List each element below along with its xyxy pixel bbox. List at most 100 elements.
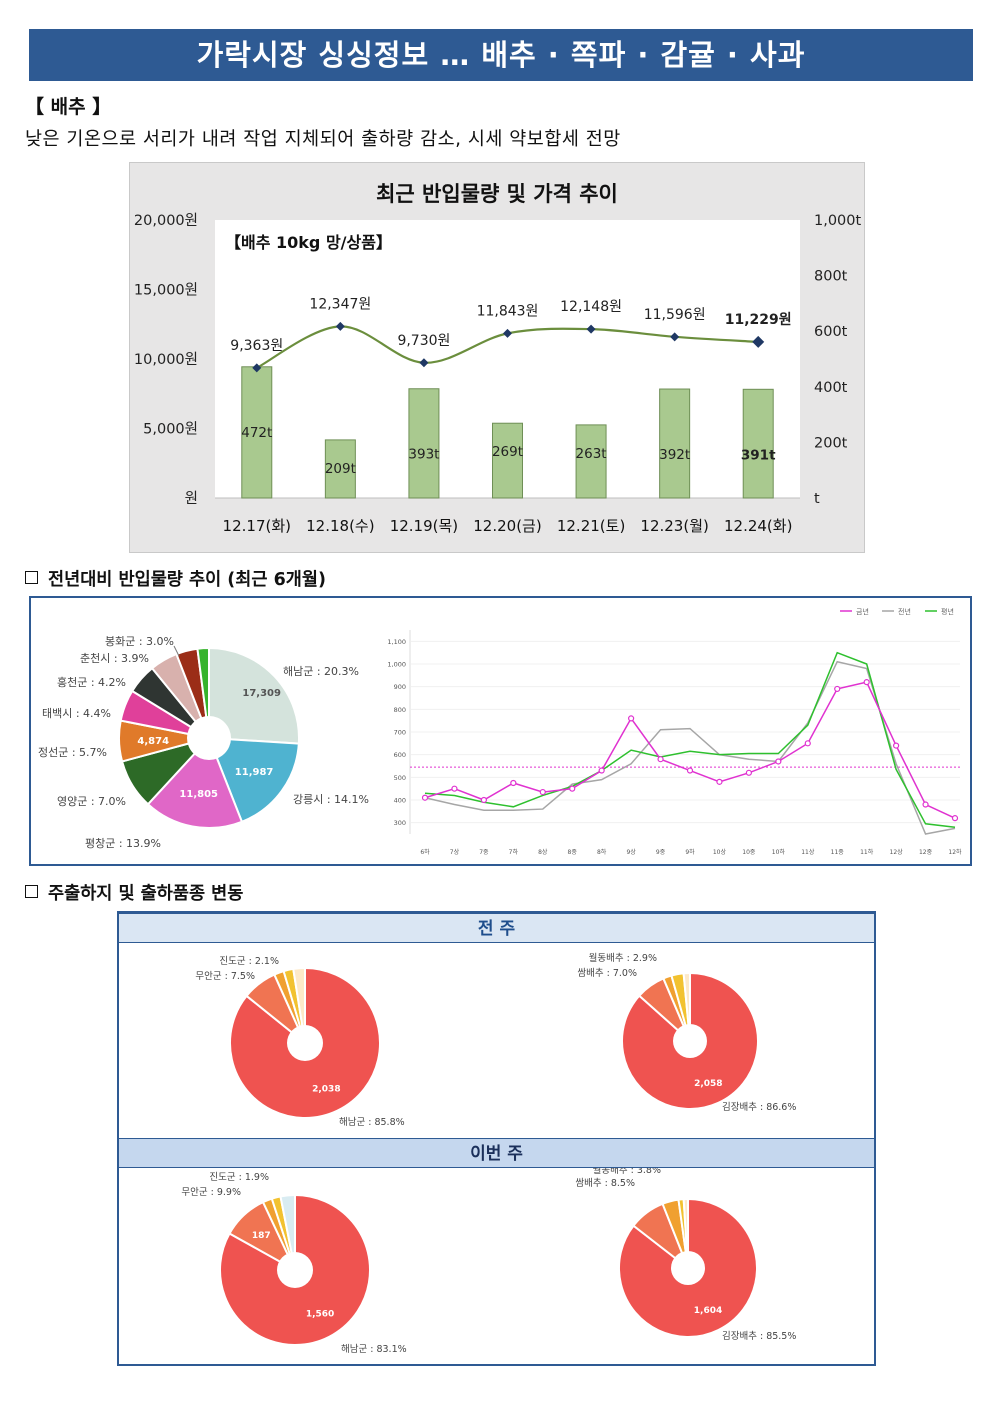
pie-label: 진도군 : 1.9% bbox=[209, 1172, 269, 1183]
volume-bar bbox=[241, 366, 273, 499]
left-tick-label: 10,000원 bbox=[134, 351, 198, 368]
origin-pie-chart: 17,309 11,987 11,805 4,874 해남군 : 20.3% 강릉시 : … bbox=[38, 635, 369, 850]
x-tick-label: 9하 bbox=[685, 848, 695, 856]
left-tick-label: 5,000원 bbox=[143, 421, 198, 438]
price-marker bbox=[503, 328, 512, 338]
pie-label: 무안군 : 7.5% bbox=[195, 971, 255, 982]
x-tick-label: 12.24(화) bbox=[724, 517, 792, 535]
x-tick-label: 9상 bbox=[626, 848, 636, 856]
slice-value-label: 17,309 bbox=[242, 688, 281, 699]
x-tick-label: 7하 bbox=[509, 848, 519, 856]
x-tick-label: 8상 bbox=[538, 848, 548, 856]
pie-label: 월동배추 : 2.9% bbox=[589, 952, 657, 964]
legend-label: 금년 bbox=[856, 607, 869, 616]
leader-line bbox=[173, 645, 180, 657]
pie-slice bbox=[207, 736, 300, 824]
slice-value-label: 4,874 bbox=[137, 736, 169, 747]
x-tick-label: 6하 bbox=[420, 848, 430, 856]
origin-subheading: 주출하지 및 출하품종 변동 bbox=[25, 880, 243, 905]
pie-label: 쌈배추 : 7.0% bbox=[577, 968, 637, 979]
pie-main-label: 김장배추 : 85.5% bbox=[722, 1330, 796, 1342]
series-line bbox=[424, 681, 956, 819]
slice-value-label: 11,987 bbox=[235, 767, 274, 778]
pie-slice bbox=[208, 646, 300, 745]
volume-bar bbox=[575, 424, 607, 499]
x-tick-label: 12.20(금) bbox=[473, 517, 541, 535]
slice-value-label: 11,805 bbox=[179, 789, 218, 800]
this-week-origin-pie: 1,560 187 해남군 : 83.1% 무안군 : 9.9% 진도군 : 1.9% bbox=[181, 1172, 406, 1355]
right-tick-label: 200t bbox=[814, 435, 848, 451]
origin-subheading-text: 주출하지 및 출하품종 변동 bbox=[48, 884, 244, 904]
checkbox-square-icon bbox=[25, 571, 38, 584]
x-tick-label: 10상 bbox=[713, 848, 727, 856]
volume-label: 263t bbox=[576, 446, 607, 462]
x-tick-label: 7상 bbox=[450, 848, 460, 856]
pie-main-label: 김장배추 : 86.6% bbox=[722, 1101, 796, 1113]
price-label: 12,148원 bbox=[560, 299, 622, 315]
pie-legend-label: 강릉시 : 14.1% bbox=[293, 793, 369, 806]
volume-label: 392t bbox=[659, 447, 690, 463]
pie-slice bbox=[682, 1197, 689, 1269]
origin-variety-panel: 전 주 2,038 해남군 : 85.8% 무안군 : 7.5% 진도군 : 2.1%… bbox=[117, 911, 876, 1366]
x-tick-label: 7중 bbox=[479, 849, 489, 856]
price-label: 11,596원 bbox=[644, 307, 706, 323]
series-point bbox=[745, 769, 752, 776]
x-tick-label: 12하 bbox=[948, 848, 962, 856]
slice-value-label: 1,560 bbox=[306, 1310, 334, 1320]
series-line bbox=[424, 660, 956, 835]
page-title-banner: 가락시장 싱싱정보 … 배추 · 쪽파 · 감귤 · 사과 bbox=[29, 29, 973, 81]
series-point bbox=[421, 794, 429, 801]
trend-subheading: 전년대비 반입물량 추이 (최근 6개월) bbox=[25, 566, 326, 591]
series-point bbox=[510, 779, 517, 787]
price-marker bbox=[252, 363, 262, 373]
pie-label: 쌈배추 : 8.5% bbox=[575, 1178, 635, 1189]
pie-legend-label: 평창군 : 13.9% bbox=[85, 837, 161, 850]
slice-value-label: 2,038 bbox=[312, 1085, 340, 1095]
x-tick-label: 10중 bbox=[742, 849, 756, 856]
legend-label: 전년 bbox=[898, 607, 911, 616]
x-tick-label: 12중 bbox=[919, 849, 933, 856]
pie-slice bbox=[146, 736, 244, 829]
legend-label: 평년 bbox=[941, 607, 954, 616]
pie-slice bbox=[292, 966, 306, 1044]
price-label: 11,843원 bbox=[477, 303, 539, 319]
series-point bbox=[539, 788, 546, 796]
volume-label: 209t bbox=[325, 461, 356, 477]
x-tick-label: 9중 bbox=[656, 849, 666, 856]
x-tick-label: 8중 bbox=[568, 849, 578, 856]
prev-week-origin-pie: 2,038 해남군 : 85.8% 무안군 : 7.5% 진도군 : 2.1% bbox=[195, 956, 405, 1128]
trend-subheading-text: 전년대비 반입물량 추이 (최근 6개월) bbox=[48, 570, 326, 590]
price-marker bbox=[670, 332, 680, 342]
volume-bar bbox=[324, 439, 356, 499]
y-tick-label: 600 bbox=[394, 751, 406, 759]
this-week-variety-pie: 1,604 김장배추 : 85.5% 쌈배추 : 8.5% 월동배추 : 3.8% bbox=[575, 1168, 796, 1342]
prev-week-band: 전 주 bbox=[119, 913, 874, 943]
donut-hole bbox=[673, 1024, 707, 1058]
series-point bbox=[686, 767, 694, 774]
pie-slice bbox=[279, 1193, 296, 1271]
combo-chart-svg: 최근 반입물량 및 가격 추이 【배추 10kg 망/상품】 원 5,000원 10,0… bbox=[134, 182, 862, 535]
series-point bbox=[569, 785, 576, 792]
six-month-panel: 17,309 11,987 11,805 4,874 해남군 : 20.3% 강릉시 : … bbox=[29, 596, 972, 866]
price-label: 12,347원 bbox=[309, 296, 371, 312]
x-tick-label: 12.21(토) bbox=[557, 517, 625, 535]
x-tick-label: 12.17(화) bbox=[223, 517, 291, 535]
section-label: 【 배추 】 bbox=[25, 96, 112, 118]
left-tick-label: 15,000원 bbox=[134, 282, 198, 299]
pie-legend-label: 홍천군 : 4.2% bbox=[57, 675, 126, 689]
right-tick-label: 800t bbox=[814, 269, 848, 285]
volume-bar bbox=[742, 388, 774, 499]
donut-hole bbox=[671, 1251, 705, 1285]
volume-bar bbox=[408, 388, 440, 499]
x-tick-label: 10하 bbox=[772, 848, 786, 856]
donut-hole bbox=[187, 716, 231, 760]
price-marker bbox=[419, 358, 429, 368]
pie-main-label: 해남군 : 85.8% bbox=[339, 1116, 405, 1128]
volume-bar bbox=[659, 388, 691, 499]
left-tick-label: 원 bbox=[185, 490, 198, 507]
donut-hole bbox=[277, 1252, 313, 1288]
x-tick-label: 11하 bbox=[860, 848, 874, 856]
price-marker bbox=[335, 321, 345, 331]
volume-bar bbox=[492, 422, 523, 499]
pie-slice bbox=[196, 646, 210, 739]
